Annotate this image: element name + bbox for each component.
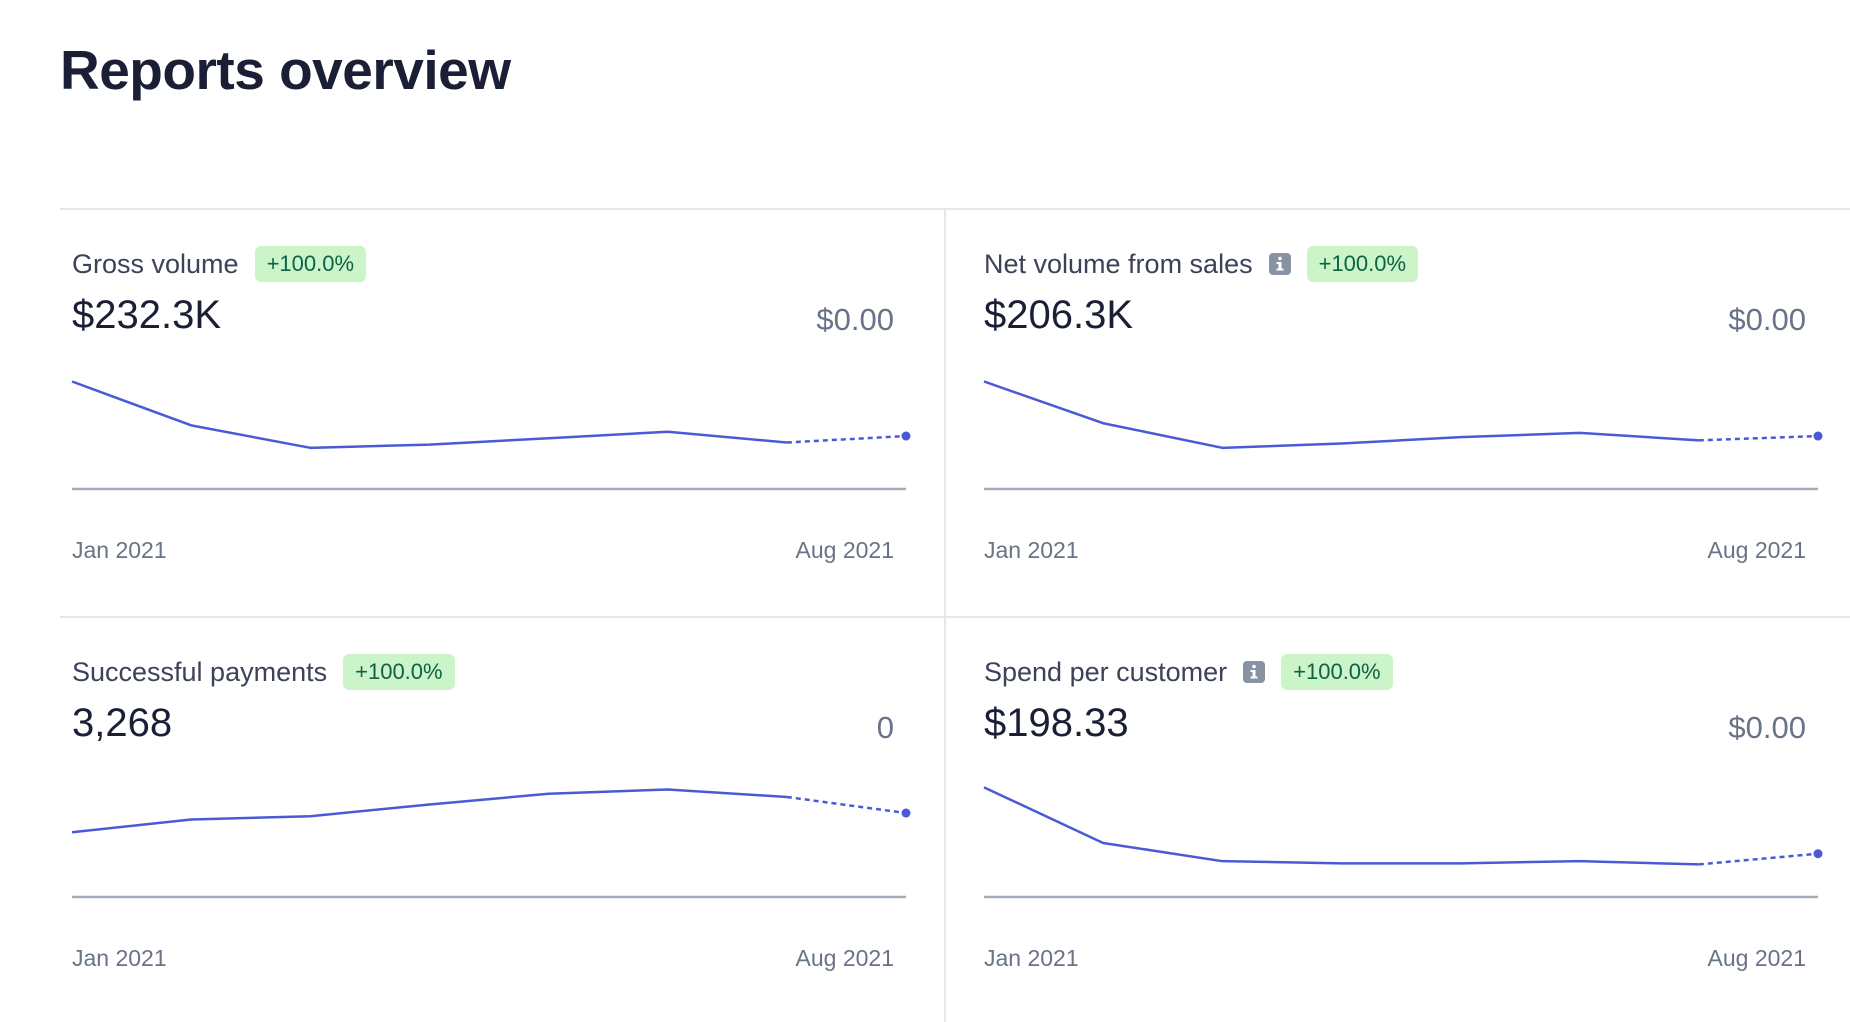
- sparkline-chart[interactable]: [983, 370, 1823, 491]
- projected-line: [786, 795, 907, 815]
- report-card-net-volume[interactable]: Net volume from sales +100.0% $206.3K $0…: [972, 210, 1823, 610]
- series-line: [71, 380, 787, 450]
- projected-line: [786, 434, 907, 444]
- previous-value: $0.00: [1728, 710, 1806, 745]
- card-title: Net volume from sales: [984, 249, 1253, 279]
- report-card-gross-volume[interactable]: Gross volume +100.0% $232.3K $0.00 Jan 2…: [60, 210, 911, 610]
- card-value: $206.3K: [984, 293, 1134, 337]
- card-title: Gross volume: [72, 249, 239, 279]
- card-value: $198.33: [984, 701, 1129, 745]
- last-point-marker: [901, 808, 911, 818]
- report-card-spend-per-customer[interactable]: Spend per customer +100.0% $198.33 $0.00…: [972, 618, 1823, 1018]
- x-axis-end-label: Aug 2021: [1707, 945, 1806, 971]
- x-axis-end-label: Aug 2021: [1707, 537, 1806, 563]
- card-header: Net volume from sales +100.0%: [984, 246, 1419, 282]
- change-badge: +100.0%: [1306, 246, 1419, 282]
- card-header: Spend per customer +100.0%: [984, 654, 1393, 690]
- series-line: [71, 788, 787, 834]
- info-icon[interactable]: [1268, 253, 1291, 275]
- sparkline-chart[interactable]: [983, 778, 1823, 899]
- projected-line: [1698, 852, 1819, 866]
- column-divider: [944, 210, 946, 1022]
- x-axis-start-label: Jan 2021: [72, 945, 167, 971]
- report-card-successful-payments[interactable]: Successful payments +100.0% 3,268 0 Jan …: [60, 618, 911, 1018]
- previous-value: $0.00: [1728, 302, 1806, 337]
- info-icon[interactable]: [1243, 661, 1266, 683]
- x-axis-start-label: Jan 2021: [984, 537, 1079, 563]
- last-point-marker: [1813, 849, 1823, 859]
- projected-line: [1698, 434, 1819, 442]
- change-badge: +100.0%: [1281, 654, 1393, 690]
- previous-value: 0: [876, 710, 894, 745]
- card-title: Spend per customer: [984, 657, 1228, 687]
- card-value: 3,268: [72, 701, 173, 745]
- series-line: [983, 380, 1699, 450]
- card-header: Gross volume +100.0%: [72, 246, 367, 282]
- x-axis-start-label: Jan 2021: [984, 945, 1079, 971]
- series-line: [983, 786, 1699, 866]
- change-badge: +100.0%: [343, 654, 455, 690]
- x-axis-start-label: Jan 2021: [72, 537, 167, 563]
- change-badge: +100.0%: [254, 246, 367, 282]
- reports-grid: Gross volume +100.0% $232.3K $0.00 Jan 2…: [60, 208, 1850, 1022]
- page-title: Reports overview: [60, 39, 511, 101]
- card-header: Successful payments +100.0%: [72, 654, 455, 690]
- sparkline-chart[interactable]: [71, 370, 911, 491]
- x-axis-end-label: Aug 2021: [795, 945, 894, 971]
- card-title: Successful payments: [72, 657, 328, 687]
- last-point-marker: [901, 431, 911, 441]
- last-point-marker: [1813, 431, 1823, 441]
- card-value: $232.3K: [72, 293, 222, 337]
- sparkline-chart[interactable]: [71, 778, 911, 899]
- x-axis-end-label: Aug 2021: [795, 537, 894, 563]
- previous-value: $0.00: [816, 302, 894, 337]
- row-divider: [60, 616, 1850, 618]
